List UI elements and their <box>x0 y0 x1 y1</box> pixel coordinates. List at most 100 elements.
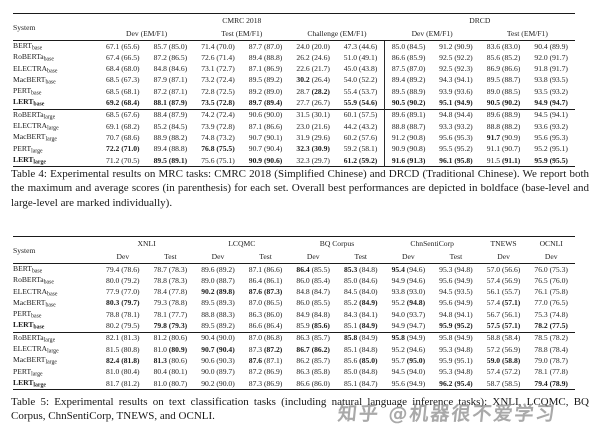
score-cell: 79.0 (78.7) <box>534 355 568 365</box>
score-cell: 95.3 (94.8) <box>439 264 473 274</box>
score-cell: 81.0 (80.4) <box>106 367 140 377</box>
score-cell: 78.8 (78.1) <box>106 309 140 319</box>
score-cell: 85.6 (85.2) <box>486 52 521 62</box>
score-cell: 86.0 (85.5) <box>296 298 330 308</box>
table4-mrc-results: System CMRC 2018 DRCD Dev (EM/F1) Test (EM/F… <box>13 13 575 168</box>
score-cell: 92.5 (92.2) <box>439 52 473 62</box>
score-cell: 89.4 (89.2) <box>384 74 433 87</box>
split-sub-header: Dev <box>289 250 337 264</box>
model-name-cell: PERTlarge <box>13 143 43 155</box>
score-cell: 56.1 (55.7) <box>486 287 521 297</box>
mrc-results-table: System CMRC 2018 DRCD Dev (EM/F1) Test (EM/F… <box>13 13 575 168</box>
score-cell: 22.6 (21.7) <box>296 64 330 74</box>
model-name-cell: BERTbase <box>13 264 43 275</box>
score-cell: 77.9 (77.0) <box>106 287 140 297</box>
score-cell: 89.0 (88.5) <box>486 86 521 96</box>
table-row: PERTbase 78.8 (78.1) 78.1 (77.7) 88.8 (88.3… <box>13 309 575 320</box>
score-cell: 95.5 (95.2) <box>439 144 473 154</box>
system-column-header: System <box>13 245 36 255</box>
score-cell: 85.1 (84.8) <box>343 344 378 354</box>
score-cell: 79.4 (78.6) <box>106 264 140 274</box>
model-name-cell: PERTbase <box>13 86 42 97</box>
split-sub-header: Dev (EM/F1) <box>99 27 195 41</box>
score-cell: 94.0 (93.7) <box>391 309 426 319</box>
score-cell: 95.6 (95.3) <box>439 132 473 142</box>
score-cell: 32.3 (29.7) <box>296 155 330 165</box>
score-cell: 86.9 (86.6) <box>486 64 521 74</box>
score-cell: 86.3 (85.7) <box>289 331 337 345</box>
score-cell: 59.0 (58.8) <box>486 355 521 365</box>
score-cell: 85.0 (84.5) <box>384 40 433 53</box>
split-sub-header: Test <box>432 250 480 264</box>
score-cell: 95.3 (94.8) <box>439 367 473 377</box>
score-cell: 74.8 (73.2) <box>201 132 235 142</box>
score-cell: 89.6 (89.1) <box>384 108 433 122</box>
score-cell: 76.5 (76.0) <box>534 275 568 285</box>
model-name-cell: PERTbase <box>13 309 42 320</box>
score-cell: 68.4 (68.0) <box>106 64 140 74</box>
score-cell: 93.6 (93.2) <box>534 121 568 131</box>
model-name-cell: RoBERTabase <box>13 275 54 286</box>
score-cell: 93.5 (93.2) <box>534 86 568 96</box>
score-cell: 28.7 (28.2) <box>296 86 330 96</box>
score-cell: 89.0 (88.7) <box>201 275 235 285</box>
score-cell: 56.7 (56.1) <box>486 309 521 319</box>
score-cell: 86.4 (86.1) <box>248 275 283 285</box>
table-row: RoBERTabase 67.4 (66.5) 87.2 (86.5) 72.6 (7… <box>13 52 575 64</box>
dataset-group-header: CMRC 2018 <box>222 16 262 25</box>
score-cell: 87.9 (87.1) <box>153 75 188 85</box>
score-cell: 68.5 (67.3) <box>106 75 140 85</box>
score-cell: 87.2 (86.9) <box>248 367 283 377</box>
score-cell: 76.0 (75.3) <box>534 264 568 274</box>
score-cell: 54.0 (52.2) <box>343 75 378 85</box>
score-cell: 86.4 (85.5) <box>296 264 330 274</box>
score-cell: 57.4 (57.1) <box>486 298 521 308</box>
score-cell: 81.3 (80.6) <box>153 355 188 365</box>
model-name-cell: LERTbase <box>13 320 45 331</box>
score-cell: 95.6 (94.9) <box>439 275 473 285</box>
score-cell: 86.3 (86.0) <box>248 309 283 319</box>
score-cell: 73.5 (72.8) <box>201 98 235 108</box>
score-cell: 73.2 (72.4) <box>201 75 235 85</box>
score-cell: 90.5 (90.2) <box>384 97 433 110</box>
table-row: ELECTRAbase 77.9 (77.0) 78.4 (77.8) 90.2 (8… <box>13 287 575 298</box>
table-row: ELECTRAbase 68.4 (68.0) 84.8 (84.6) 73.1 (7… <box>13 63 575 75</box>
score-cell: 96.1 (95.8) <box>439 155 473 165</box>
score-cell: 94.9 (94.7) <box>534 98 568 108</box>
score-cell: 87.3 (87.2) <box>248 344 283 354</box>
score-cell: 71.4 (70.0) <box>201 41 235 51</box>
score-cell: 72.8 (72.5) <box>201 86 235 96</box>
score-cell: 89.6 (88.9) <box>479 108 528 122</box>
score-cell: 96.2 (95.4) <box>439 378 473 388</box>
score-cell: 90.4 (90.0) <box>194 331 242 345</box>
score-cell: 47.3 (44.6) <box>343 41 378 51</box>
score-cell: 59.2 (58.1) <box>343 144 378 154</box>
score-cell: 91.5 (91.1) <box>486 155 521 165</box>
score-cell: 31.9 (29.6) <box>296 132 330 142</box>
score-cell: 91.1 (90.7) <box>486 144 521 154</box>
score-cell: 90.6 (90.3) <box>201 355 235 365</box>
score-cell: 69.2 (68.4) <box>106 98 140 108</box>
score-cell: 95.4 (94.6) <box>391 264 426 274</box>
dataset-group-header: BQ Corpus <box>319 239 355 248</box>
score-cell: 71.2 (70.5) <box>106 155 140 165</box>
score-cell: 85.9 (85.6) <box>296 321 330 331</box>
score-cell: 89.5 (89.2) <box>248 75 283 85</box>
dataset-group-header: LCQMC <box>228 239 256 248</box>
score-cell: 60.1 (57.5) <box>336 108 385 122</box>
model-name-cell: MacBERTbase <box>13 74 56 86</box>
table-row: ELECTRAlarge 81.5 (80.8) 81.0 (80.9) 90.7 (… <box>13 344 575 355</box>
split-sub-header: Test (EM/F1) <box>479 27 575 41</box>
score-cell: 90.5 (90.2) <box>486 98 521 108</box>
table-row: BERTbase 67.1 (65.6) 85.7 (85.0) 71.4 (70.0… <box>13 40 575 53</box>
score-cell: 68.5 (67.6) <box>99 108 147 122</box>
score-cell: 85.2 (84.5) <box>153 121 188 131</box>
score-cell: 89.5 (89.3) <box>201 298 235 308</box>
score-cell: 86.2 (85.7) <box>296 355 330 365</box>
score-cell: 90.7 (90.1) <box>248 132 283 142</box>
score-cell: 81.7 (81.2) <box>106 378 140 388</box>
table-row: ELECTRAlarge 69.1 (68.2) 85.2 (84.5) 73.9 (… <box>13 121 575 133</box>
score-cell: 78.4 (77.8) <box>153 287 188 297</box>
score-cell: 95.2 (94.6) <box>391 344 426 354</box>
